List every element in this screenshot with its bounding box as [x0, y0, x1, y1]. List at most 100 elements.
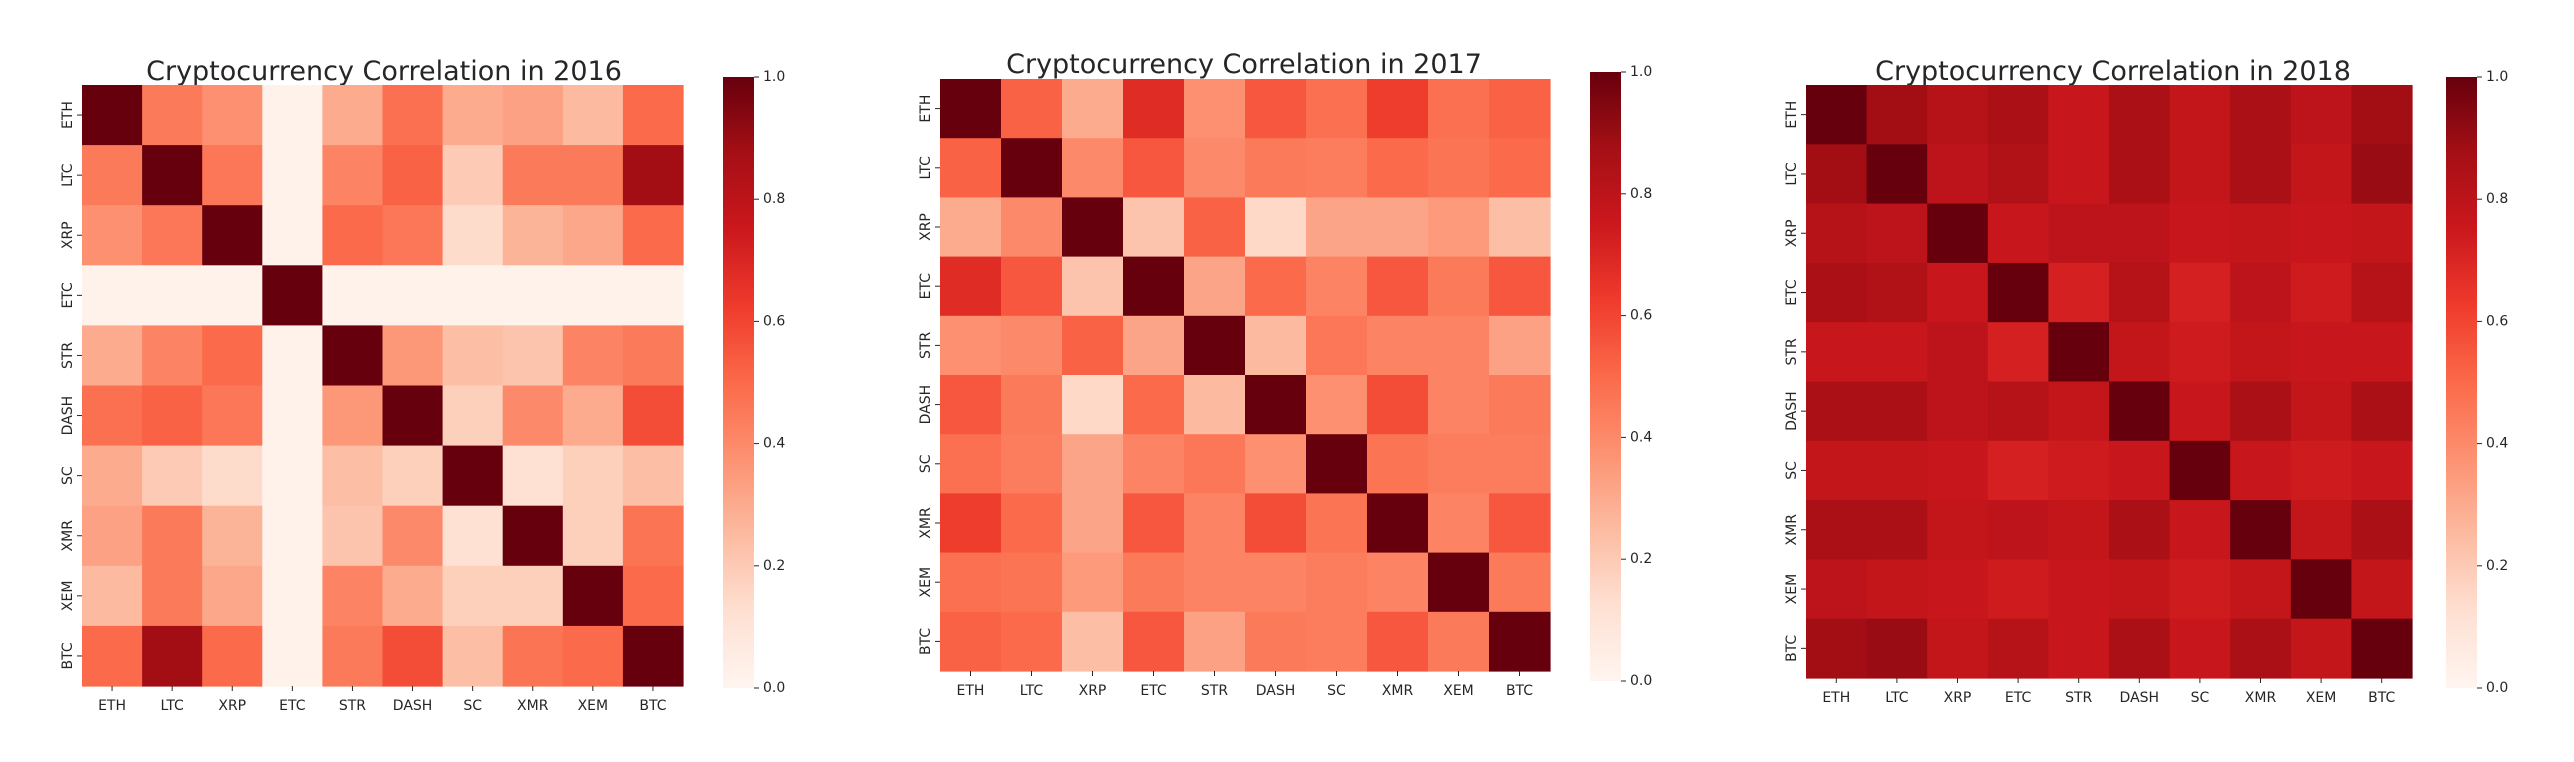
heatmap-cells: [1806, 85, 2413, 679]
heatmap-cell-str-xmr: [502, 325, 564, 387]
heatmap-cell-xmr-xmr: [502, 505, 564, 567]
x-tick-label-btc: BTC: [1506, 683, 1533, 699]
heatmap-cell-eth-ltc: [1001, 79, 1063, 139]
heatmap-cell-str-dash: [2109, 322, 2171, 383]
heatmap-cell-ltc-xmr: [502, 145, 564, 206]
heatmap-cell-xmr-sc: [442, 505, 504, 567]
heatmap-cell-xem-etc: [1123, 552, 1185, 613]
heatmap-cell-xem-dash: [1245, 552, 1307, 613]
heatmap-cell-etc-str: [322, 265, 384, 326]
heatmap-cell-xrp-sc: [2169, 203, 2231, 264]
colorbar-tick-label: 0.2: [1630, 551, 1652, 567]
heatmap-cell-etc-sc: [1306, 256, 1368, 317]
heatmap-cell-etc-eth: [82, 265, 143, 326]
heatmap-cell-eth-dash: [382, 85, 444, 146]
heatmap-cell-dash-btc: [1489, 375, 1551, 435]
colorbar: 0.0 0.2 0.4 0.6 0.8 1.0: [2446, 69, 2508, 696]
heatmap-cell-xem-sc: [2169, 559, 2231, 620]
heatmap-cell-dash-eth: [1806, 381, 1868, 442]
heatmap-cell-eth-xem: [562, 85, 624, 146]
heatmap-cell-xmr-dash: [1245, 493, 1307, 554]
heatmap-cell-str-dash: [382, 325, 444, 387]
heatmap-panel-2017: Cryptocurrency Correlation in 2017 ETH LT…: [918, 49, 1652, 699]
heatmap-cell-ltc-eth: [82, 145, 143, 206]
colorbar-tick-label: 0.6: [1630, 308, 1652, 324]
heatmap-cell-eth-str: [2048, 85, 2110, 145]
heatmap-cell-ltc-btc: [1489, 138, 1551, 198]
heatmap-cell-ltc-etc: [1987, 144, 2049, 205]
x-tick-label-xmr: XMR: [2245, 690, 2277, 706]
heatmap-cell-btc-btc: [1489, 611, 1551, 672]
heatmap-cell-xem-etc: [262, 565, 323, 627]
heatmap-cell-ltc-xrp: [1062, 138, 1124, 198]
heatmap-cell-sc-xem: [1428, 434, 1490, 494]
heatmap-cell-xmr-btc: [1489, 493, 1551, 554]
x-tick-label-dash: DASH: [1256, 683, 1296, 699]
y-tick-label-etc: ETC: [60, 282, 76, 309]
heatmap-cell-btc-btc: [622, 625, 684, 687]
x-tick-label-eth: ETH: [1822, 690, 1850, 706]
heatmap-cell-xrp-ltc: [1866, 203, 1928, 264]
x-tick-label-eth: ETH: [957, 683, 985, 699]
heatmap-cell-xrp-eth: [82, 205, 143, 266]
heatmap-cell-etc-xrp: [1062, 256, 1124, 317]
chart-title: Cryptocurrency Correlation in 2018: [1875, 56, 2351, 87]
heatmap-cell-sc-xrp: [202, 445, 263, 507]
y-tick-label-str: STR: [1784, 338, 1800, 365]
heatmap-cell-ltc-eth: [940, 138, 1002, 198]
heatmap-cell-dash-ltc: [1866, 381, 1928, 442]
heatmap-cell-xrp-eth: [940, 197, 1002, 258]
heatmap-cell-etc-eth: [1806, 262, 1868, 323]
colorbar-tick-label: 1.0: [763, 69, 785, 85]
heatmap-cell-xrp-xrp: [202, 205, 263, 266]
heatmap-cell-btc-xem: [562, 625, 624, 687]
heatmap-cell-xem-dash: [2109, 559, 2171, 620]
heatmap-cell-sc-etc: [262, 445, 323, 507]
heatmap-cell-eth-xmr: [502, 85, 564, 146]
heatmap-cell-btc-btc: [2351, 618, 2413, 679]
heatmap-cell-etc-ltc: [142, 265, 203, 326]
heatmap-cell-etc-xrp: [202, 265, 263, 326]
y-tick-label-etc: ETC: [918, 273, 934, 300]
chart-title: Cryptocurrency Correlation in 2017: [1006, 49, 1482, 80]
heatmap-cell-eth-dash: [1245, 79, 1307, 139]
y-tick-label-xem: XEM: [60, 581, 76, 612]
heatmap-cell-xmr-xem: [562, 505, 624, 567]
x-tick-label-xrp: XRP: [1079, 683, 1107, 699]
heatmap-cell-btc-dash: [2109, 618, 2171, 679]
x-tick-label-ltc: LTC: [1885, 690, 1909, 706]
x-tick-label-sc: SC: [1327, 683, 1346, 699]
heatmap-cell-xrp-btc: [1489, 197, 1551, 258]
heatmap-cell-ltc-str: [2048, 144, 2110, 205]
heatmap-cell-ltc-ltc: [1001, 138, 1063, 198]
heatmap-cell-eth-str: [322, 85, 384, 146]
y-tick-label-eth: ETH: [1784, 101, 1800, 129]
heatmap-cell-etc-btc: [622, 265, 684, 326]
y-tick-label-ltc: LTC: [918, 156, 934, 180]
heatmap-cell-xem-eth: [82, 565, 143, 627]
heatmap-cell-etc-sc: [442, 265, 504, 326]
heatmap-cell-xrp-xmr: [502, 205, 564, 266]
heatmap-cell-btc-eth: [940, 611, 1002, 672]
heatmap-cell-str-btc: [622, 325, 684, 387]
heatmap-cell-xrp-sc: [442, 205, 504, 266]
x-tick-label-str: STR: [339, 698, 366, 714]
heatmap-cell-xmr-eth: [1806, 500, 1868, 560]
heatmap-cell-sc-etc: [1987, 440, 2049, 501]
heatmap-cell-xrp-xmr: [1367, 197, 1429, 258]
heatmap-cell-str-btc: [1489, 315, 1551, 376]
heatmap-cell-str-ltc: [1001, 315, 1063, 376]
heatmap-cell-btc-eth: [1806, 618, 1868, 679]
heatmap-cell-btc-etc: [262, 625, 323, 687]
heatmap-cell-xem-btc: [622, 565, 684, 627]
heatmap-cell-dash-ltc: [142, 385, 203, 447]
heatmap-cell-xrp-btc: [2351, 203, 2413, 264]
y-tick-label-xrp: XRP: [60, 221, 76, 249]
x-tick-label-dash: DASH: [393, 698, 433, 714]
heatmap-cell-xem-etc: [1987, 559, 2049, 620]
heatmap-cell-sc-btc: [2351, 440, 2413, 501]
heatmap-cell-sc-dash: [2109, 440, 2171, 501]
heatmap-cell-btc-eth: [82, 625, 143, 687]
heatmap-cell-eth-etc: [262, 85, 323, 146]
y-tick-label-btc: BTC: [1784, 635, 1800, 662]
